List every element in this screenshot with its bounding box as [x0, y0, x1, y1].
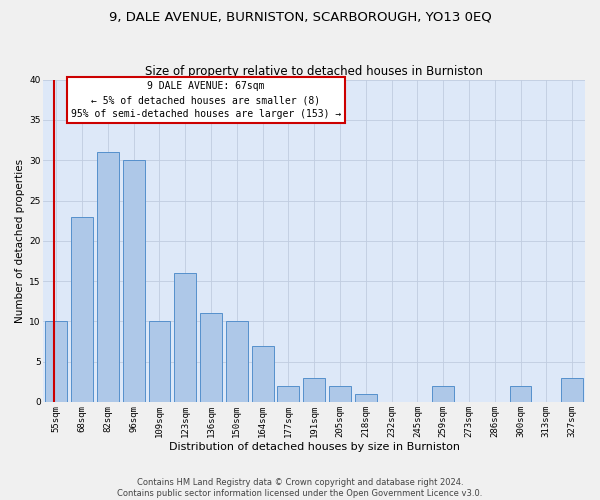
Bar [97, 152, 119, 402]
X-axis label: Distribution of detached houses by size in Burniston: Distribution of detached houses by size … [169, 442, 460, 452]
Bar [200, 314, 222, 402]
Bar [123, 160, 145, 402]
Bar [277, 386, 299, 402]
Bar [226, 322, 248, 402]
Bar [46, 322, 67, 402]
Bar [149, 322, 170, 402]
Text: 9 DALE AVENUE: 67sqm
← 5% of detached houses are smaller (8)
95% of semi-detache: 9 DALE AVENUE: 67sqm ← 5% of detached ho… [71, 82, 341, 120]
Bar [355, 394, 377, 402]
Bar [329, 386, 351, 402]
Text: Contains HM Land Registry data © Crown copyright and database right 2024.
Contai: Contains HM Land Registry data © Crown c… [118, 478, 482, 498]
Bar [432, 386, 454, 402]
Text: 9, DALE AVENUE, BURNISTON, SCARBOROUGH, YO13 0EQ: 9, DALE AVENUE, BURNISTON, SCARBOROUGH, … [109, 10, 491, 23]
Bar [251, 346, 274, 402]
Title: Size of property relative to detached houses in Burniston: Size of property relative to detached ho… [145, 66, 483, 78]
Y-axis label: Number of detached properties: Number of detached properties [15, 158, 25, 323]
Bar [509, 386, 532, 402]
Bar [175, 273, 196, 402]
Bar [71, 216, 93, 402]
Bar [561, 378, 583, 402]
Bar [303, 378, 325, 402]
